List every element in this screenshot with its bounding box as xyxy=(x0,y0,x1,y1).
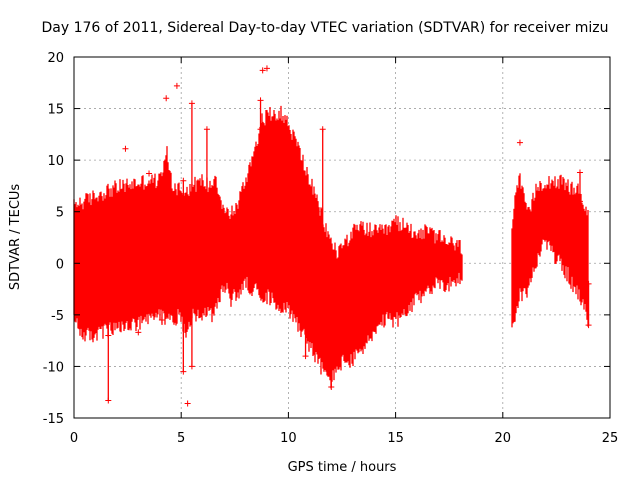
data-point-marker xyxy=(188,363,195,370)
y-tick-label: -5 xyxy=(51,309,64,324)
x-tick-labels: 0 5 10 15 20 25 xyxy=(70,431,618,446)
y-axis-title: SDTVAR / TECUs xyxy=(8,184,23,291)
data-point-marker xyxy=(135,329,142,336)
data-point-marker xyxy=(319,229,326,236)
data-point-marker xyxy=(259,67,266,74)
x-tick-label: 0 xyxy=(70,431,78,446)
x-tick-label: 10 xyxy=(280,431,297,446)
data-point-marker xyxy=(585,280,592,287)
data-point-marker xyxy=(105,397,112,404)
data-point-marker xyxy=(105,332,112,339)
y-tick-labels: -15 -10 -5 0 5 10 15 20 xyxy=(43,51,64,427)
x-tick-label: 15 xyxy=(387,431,404,446)
data-point-marker xyxy=(257,97,264,104)
data-point-marker xyxy=(516,139,523,146)
data-point-marker xyxy=(302,353,309,360)
data-series xyxy=(73,65,592,407)
data-point-marker xyxy=(328,384,335,391)
data-point-marker xyxy=(105,208,112,215)
y-tick-label: 15 xyxy=(47,103,64,118)
data-point-marker xyxy=(576,169,583,176)
data-point-marker xyxy=(122,145,129,152)
data-point-marker xyxy=(585,322,592,329)
data-point-marker xyxy=(257,126,264,133)
data-point-marker xyxy=(180,177,187,184)
data-point-marker xyxy=(203,126,210,133)
data-point-marker xyxy=(146,170,153,177)
x-tick-label: 5 xyxy=(177,431,185,446)
data-point-marker xyxy=(158,317,165,324)
y-tick-label: 10 xyxy=(47,154,64,169)
data-point-marker xyxy=(184,400,191,407)
y-tick-label: -15 xyxy=(43,412,64,427)
y-tick-label: 5 xyxy=(56,206,64,221)
data-point-marker xyxy=(188,100,195,107)
axis-ticks xyxy=(73,56,611,419)
data-point-marker xyxy=(302,301,309,308)
data-point-marker xyxy=(180,368,187,375)
chart-title: Day 176 of 2011, Sidereal Day-to-day VTE… xyxy=(42,20,609,36)
x-axis-title: GPS time / hours xyxy=(288,460,397,475)
data-point-marker xyxy=(328,363,335,370)
plot-frame xyxy=(73,56,611,419)
y-tick-label: 20 xyxy=(47,51,64,66)
data-point-marker xyxy=(319,126,326,133)
data-point-marker xyxy=(576,198,583,205)
data-point-marker xyxy=(173,82,180,89)
y-tick-label: 0 xyxy=(56,257,64,272)
data-point-marker xyxy=(203,208,210,215)
data-point-marker xyxy=(263,65,270,72)
data-point-marker xyxy=(163,95,170,102)
y-tick-label: -10 xyxy=(43,360,64,375)
x-tick-label: 20 xyxy=(495,431,512,446)
x-tick-label: 25 xyxy=(602,431,619,446)
